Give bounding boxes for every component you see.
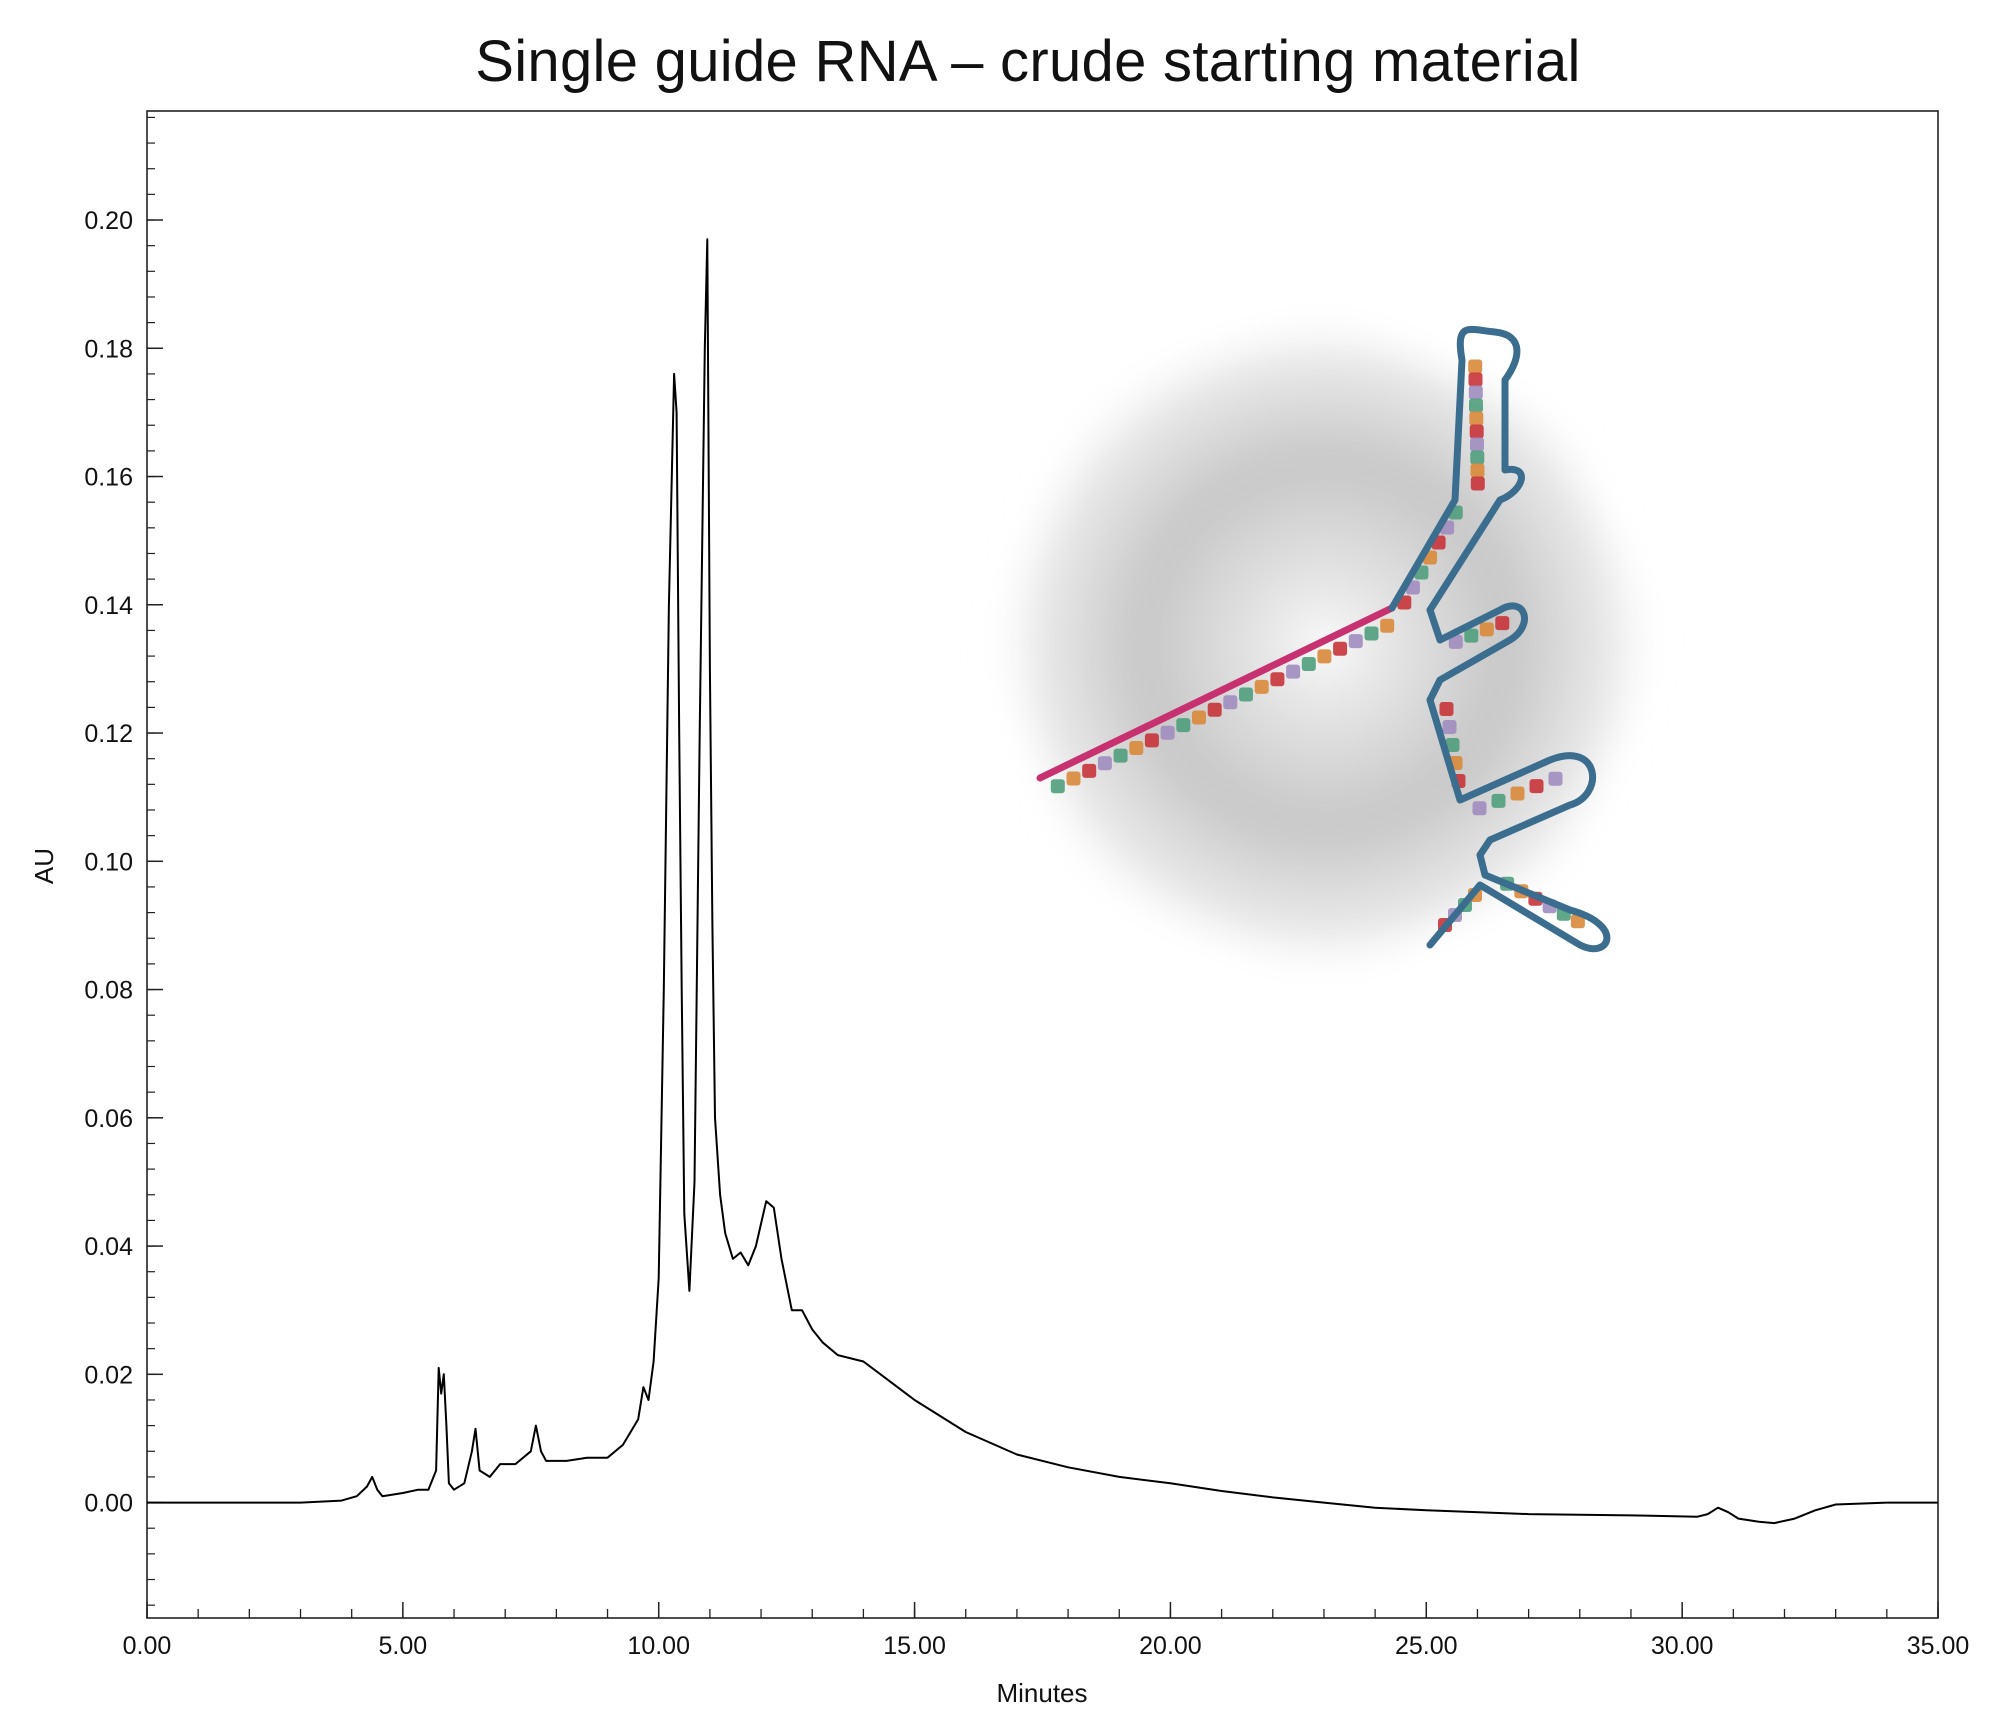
x-tick-label: 25.00 bbox=[1395, 1632, 1458, 1660]
rna-backbone bbox=[1036, 325, 1611, 953]
nucleotide-glyph bbox=[1144, 733, 1159, 748]
nucleotide-glyph bbox=[1223, 695, 1238, 710]
nucleotide-glyph bbox=[1348, 634, 1363, 649]
nucleotide-glyph bbox=[1364, 626, 1379, 641]
nucleotide-glyph bbox=[1333, 641, 1348, 656]
y-tick-label: 0.16 bbox=[84, 464, 133, 492]
illustration-halo bbox=[990, 310, 1660, 980]
nucleotide-glyph bbox=[1097, 756, 1112, 771]
nucleotide-glyph bbox=[1439, 702, 1454, 716]
x-tick-label: 15.00 bbox=[883, 1632, 946, 1660]
nucleotide-glyph bbox=[1445, 738, 1460, 752]
nucleotide-glyph bbox=[1510, 786, 1525, 801]
nucleotide-glyph bbox=[1479, 622, 1494, 637]
nucleotide-glyph bbox=[1495, 616, 1510, 631]
nucleotide-glyph bbox=[1470, 476, 1485, 491]
nucleotide-glyph bbox=[1470, 437, 1484, 452]
nucleotide-glyph bbox=[1468, 372, 1483, 387]
nucleotide-glyph bbox=[1448, 634, 1463, 649]
rna-structure-illustration bbox=[990, 310, 1660, 980]
y-axis: 0.00 0.02 0.04 0.06 0.08 0.10 0.12 0.14 0.16 0.18… bbox=[84, 116, 163, 1606]
guide-strand bbox=[1036, 604, 1396, 782]
nucleotide-glyph bbox=[1286, 664, 1301, 679]
nucleotide-glyph bbox=[1380, 618, 1395, 633]
stem-loop-2-backbone bbox=[1426, 696, 1596, 859]
nucleotide-glyph bbox=[1160, 725, 1175, 740]
stem-loop-1-backbone bbox=[1426, 602, 1528, 704]
nucleotide-glyph bbox=[1050, 779, 1065, 794]
nucleotide-glyph bbox=[1317, 649, 1332, 664]
stem-loop-3-backbone bbox=[1426, 851, 1611, 953]
nucleotide-glyph bbox=[1082, 763, 1097, 778]
y-tick-label: 0.02 bbox=[84, 1361, 133, 1389]
nucleotide-glyph bbox=[1192, 710, 1206, 725]
y-tick-label: 0.20 bbox=[84, 207, 133, 235]
y-tick-label: 0.10 bbox=[84, 848, 133, 876]
chart-title: Single guide RNA – crude starting materi… bbox=[475, 29, 1581, 94]
nucleotide-glyph bbox=[1113, 748, 1128, 763]
nucleotide-glyph bbox=[1129, 741, 1144, 755]
x-tick-label: 5.00 bbox=[379, 1632, 428, 1660]
nucleotide-glyph bbox=[1270, 672, 1285, 687]
nucleotide-glyph bbox=[1468, 359, 1483, 374]
y-tick-label: 0.00 bbox=[84, 1490, 133, 1518]
y-tick-label: 0.12 bbox=[84, 720, 133, 748]
x-tick-label: 0.00 bbox=[123, 1632, 172, 1660]
nucleotide-glyph bbox=[1468, 385, 1483, 400]
nucleotide-glyph bbox=[1472, 801, 1487, 816]
repeat-stem-backbone bbox=[1388, 325, 1525, 614]
nucleotide-glyph bbox=[1207, 702, 1222, 717]
nucleotide-glyph bbox=[1470, 450, 1485, 465]
nucleotide-glyph bbox=[1254, 679, 1269, 694]
x-tick-label: 10.00 bbox=[627, 1632, 690, 1660]
x-axis: 0.00 5.00 10.00 15.00 20.00 25.00 30.00 35.00 bbox=[123, 1602, 1970, 1660]
nucleotide-glyph bbox=[1570, 914, 1585, 929]
nucleotide-glyph bbox=[1239, 687, 1253, 702]
y-tick-label: 0.08 bbox=[84, 977, 133, 1005]
chromatogram-line bbox=[147, 238, 1938, 1525]
nucleotide-glyph bbox=[1469, 411, 1484, 426]
nucleotide-glyph bbox=[1442, 720, 1457, 734]
nucleotide-glyph bbox=[1470, 463, 1485, 478]
y-axis-title: AU bbox=[29, 848, 59, 884]
y-tick-label: 0.14 bbox=[84, 592, 133, 620]
nucleotide-glyph bbox=[1176, 718, 1191, 733]
x-axis-title: Minutes bbox=[996, 1678, 1087, 1708]
x-tick-label: 35.00 bbox=[1907, 1632, 1970, 1660]
nucleotide-glyph bbox=[1464, 628, 1479, 643]
y-tick-label: 0.06 bbox=[84, 1105, 133, 1133]
series-layer bbox=[147, 238, 1938, 1525]
nucleotide-glyph bbox=[1301, 657, 1316, 671]
x-tick-label: 30.00 bbox=[1651, 1632, 1714, 1660]
plot-area-frame bbox=[146, 110, 1939, 1619]
nucleotide-glyph bbox=[1548, 771, 1563, 786]
nucleotide-glyph bbox=[1066, 771, 1081, 786]
nucleotide-glyph bbox=[1469, 398, 1483, 413]
y-tick-label: 0.18 bbox=[84, 335, 133, 363]
y-tick-label: 0.04 bbox=[84, 1233, 133, 1261]
nucleotide-glyph bbox=[1491, 793, 1506, 808]
x-tick-label: 20.00 bbox=[1139, 1632, 1202, 1660]
nucleotide-glyph bbox=[1469, 424, 1484, 439]
nucleotide-glyph bbox=[1529, 779, 1544, 794]
